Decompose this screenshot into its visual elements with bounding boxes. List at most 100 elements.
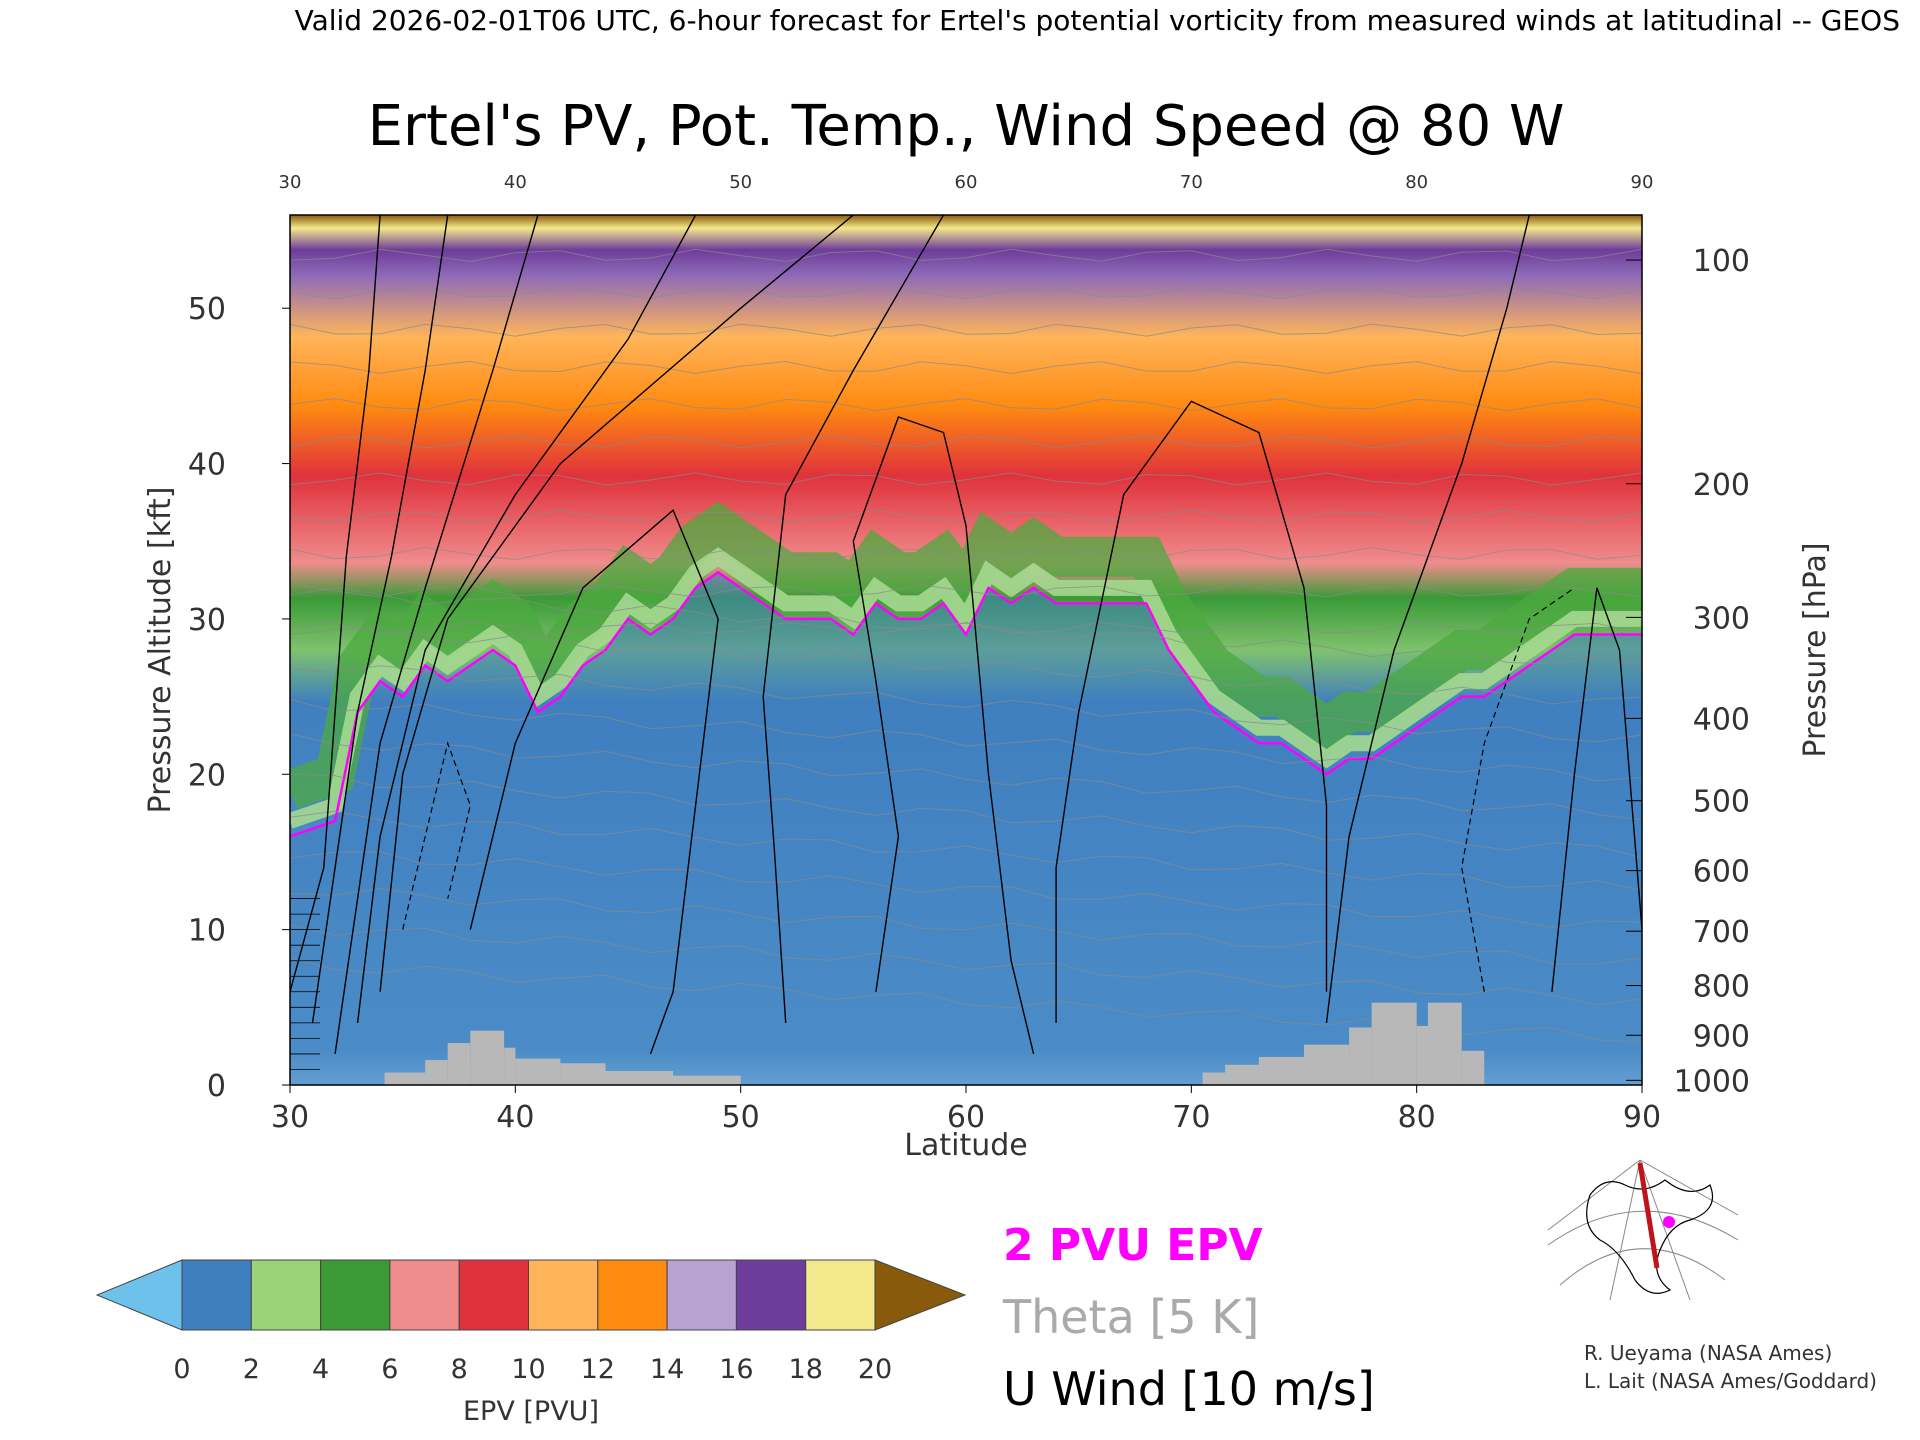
colorbar-segment: [735, 1259, 807, 1331]
y-tick-label: 40: [188, 448, 226, 483]
pressure-tick-label: 600: [1693, 855, 1750, 890]
colorbar-tick-label: 2: [243, 1354, 260, 1385]
u-wind-contour: [356, 215, 697, 1023]
y-tick-label: 20: [188, 758, 226, 793]
colorbar-tick-label: 12: [581, 1354, 615, 1385]
x-top-tick-label: 80: [1405, 172, 1428, 193]
pv2-green-band: [290, 501, 1642, 809]
theta-contour: [290, 924, 1642, 1006]
pressure-tick-label: 100: [1693, 244, 1750, 279]
theta-contour: [290, 360, 1642, 375]
map-latitude-circle: [1559, 1248, 1726, 1286]
pressure-axis-label: Pressure [hPa]: [1798, 542, 1833, 757]
map-location-marker: [1663, 1216, 1675, 1228]
terrain-block: [1416, 1026, 1428, 1085]
u-wind-contour-negative: [1461, 587, 1575, 992]
terrain-block: [1225, 1064, 1259, 1085]
colorbar: 0 2 4 6 8 10 12 14 16 18 20: [95, 1259, 967, 1385]
theta-contour: [290, 665, 1642, 743]
pressure-tick-label: 900: [1693, 1019, 1750, 1054]
colorbar-tick-label: 4: [312, 1354, 329, 1385]
colorbar-under-arrow: [95, 1259, 183, 1331]
x-tick-label: 60: [947, 1100, 985, 1135]
terrain-block: [515, 1058, 561, 1085]
colorbar-label: EPV [PVU]: [463, 1396, 599, 1427]
x-top-tick-label: 40: [504, 172, 527, 193]
theta-contour: [290, 286, 1642, 300]
colorbar-segment: [389, 1259, 460, 1331]
theta-contour: [290, 248, 1642, 263]
troposphere-fill: [290, 572, 1642, 1085]
colorbar-segment: [320, 1259, 391, 1331]
terrain-block: [1349, 1027, 1372, 1085]
u-wind-contour: [762, 215, 945, 1023]
x-top-tick-label: 70: [1180, 172, 1203, 193]
colorbar-tick-label: 14: [650, 1354, 684, 1385]
theta-contour: [290, 699, 1642, 782]
theta-contour: [290, 509, 1642, 523]
terrain-block: [1304, 1044, 1350, 1085]
x-top-tick-label: 90: [1631, 172, 1654, 193]
x-top-tick-label: 60: [955, 172, 978, 193]
x-axis-top: 30 40 50 60 70 80 90: [279, 172, 1654, 193]
terrain-block: [1461, 1050, 1485, 1085]
theta-contour: [290, 472, 1642, 486]
map-meridian: [1547, 1159, 1739, 1301]
legend-theta: Theta [5 K]: [1002, 1290, 1259, 1344]
x-tick-label: 70: [1172, 1100, 1210, 1135]
x-tick-label: 50: [722, 1100, 760, 1135]
pressure-axis: 100 200 300 400 500 600 700 800 900 1000: [1626, 244, 1750, 1099]
x-top-tick-label: 30: [279, 172, 302, 193]
terrain-block: [1258, 1057, 1304, 1085]
x-tick-label: 40: [496, 1100, 534, 1135]
theta-contour: [290, 587, 1642, 666]
colorbar-segment: [250, 1259, 322, 1331]
theta-contour: [290, 733, 1642, 821]
u-wind-contour: [1551, 587, 1642, 992]
terrain-block: [560, 1063, 606, 1085]
theta-contour: [290, 397, 1642, 412]
u-wind-contour: [334, 215, 539, 1055]
pressure-tick-label: 700: [1693, 915, 1750, 950]
terrain-block: [605, 1071, 674, 1085]
terrain-block: [1427, 1002, 1462, 1085]
pv2-tropopause-line: [290, 570, 1642, 838]
plot-area: [290, 215, 1642, 1085]
x-top-tick-label: 50: [729, 172, 752, 193]
u-wind-contour: [311, 215, 449, 1024]
u-wind-contour: [290, 215, 381, 992]
colorbar-tick-label: 18: [789, 1354, 823, 1385]
terrain-block: [1202, 1072, 1226, 1085]
y-axis-label: Pressure Altitude [kft]: [143, 487, 178, 814]
colorbar-tick-label: 0: [173, 1354, 190, 1385]
map-latitude-circle: [1547, 1210, 1739, 1246]
x-tick-label: 90: [1623, 1100, 1661, 1135]
y-tick-label: 30: [188, 603, 226, 638]
credit-line-1: R. Ueyama (NASA Ames): [1584, 1341, 1832, 1365]
colorbar-tick-label: 20: [858, 1354, 892, 1385]
colorbar-tick-label: 6: [381, 1354, 398, 1385]
colorbar-segment: [458, 1259, 530, 1331]
theta-contour: [290, 851, 1642, 929]
pressure-tick-label: 1000: [1674, 1064, 1750, 1099]
terrain-block: [470, 1030, 505, 1085]
u-wind-contour: [379, 215, 854, 992]
terrain-block: [447, 1043, 471, 1085]
u-wind-contours: [290, 215, 1642, 1055]
legend-pv2: 2 PVU EPV: [1003, 1220, 1263, 1271]
y-tick-label: 10: [188, 914, 226, 949]
u-wind-contour-negative: [402, 741, 471, 930]
terrain-block: [384, 1072, 426, 1085]
theta-contour: [290, 626, 1642, 705]
y-tick-label: 50: [188, 292, 226, 327]
x-tick-label: 80: [1398, 1100, 1436, 1135]
colorbar-segment: [181, 1259, 252, 1331]
theta-contour: [290, 546, 1642, 561]
theta-contour: [290, 621, 1642, 635]
pressure-tick-label: 200: [1693, 468, 1750, 503]
pv2-lightgreen-band: [290, 547, 1642, 829]
pressure-tick-label: 400: [1693, 702, 1750, 737]
pressure-tick-label: 800: [1693, 970, 1750, 1005]
u-wind-contour: [1325, 215, 1530, 1023]
